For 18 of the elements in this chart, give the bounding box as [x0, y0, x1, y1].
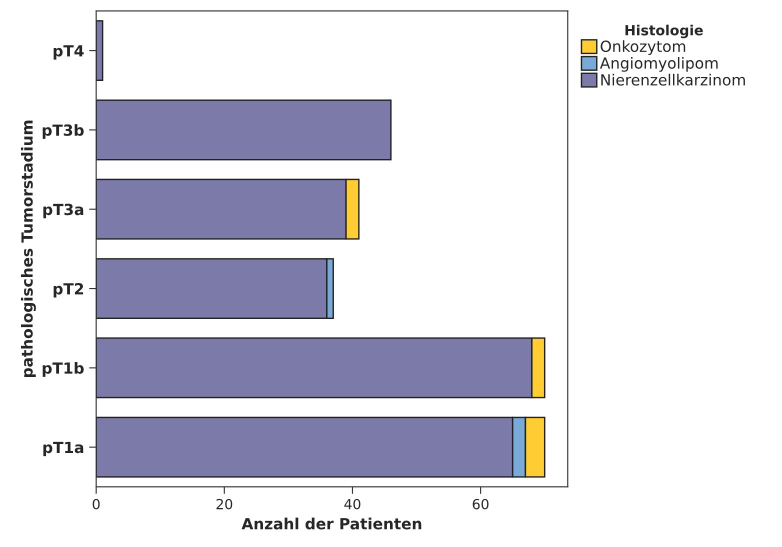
- y-axis-title: pathologisches Tumorstadium: [20, 120, 36, 378]
- y-tick-label: pT1b: [42, 362, 84, 377]
- x-axis-title: Anzahl der Patienten: [242, 518, 422, 530]
- bar: [96, 99, 392, 160]
- y-tick-label: pT3b: [42, 124, 84, 139]
- x-tick-label: 40: [344, 498, 360, 510]
- y-tick-label: pT2: [54, 283, 84, 298]
- legend-title: Histologie: [625, 24, 703, 38]
- y-tick-label: pT1a: [43, 442, 84, 456]
- legend-label: Onkozytom: [600, 40, 686, 56]
- legend-label: Nierenzellkarzinom: [601, 74, 745, 86]
- legend-label: Angiomyolipom: [600, 57, 718, 72]
- x-tick-label: 60: [472, 498, 489, 510]
- x-tick-label: 20: [216, 498, 232, 510]
- y-tick-label: pT4: [54, 45, 84, 60]
- y-tick-label: pT3a: [43, 204, 84, 218]
- bar: [96, 20, 104, 82]
- x-tick-label: 0: [92, 498, 100, 510]
